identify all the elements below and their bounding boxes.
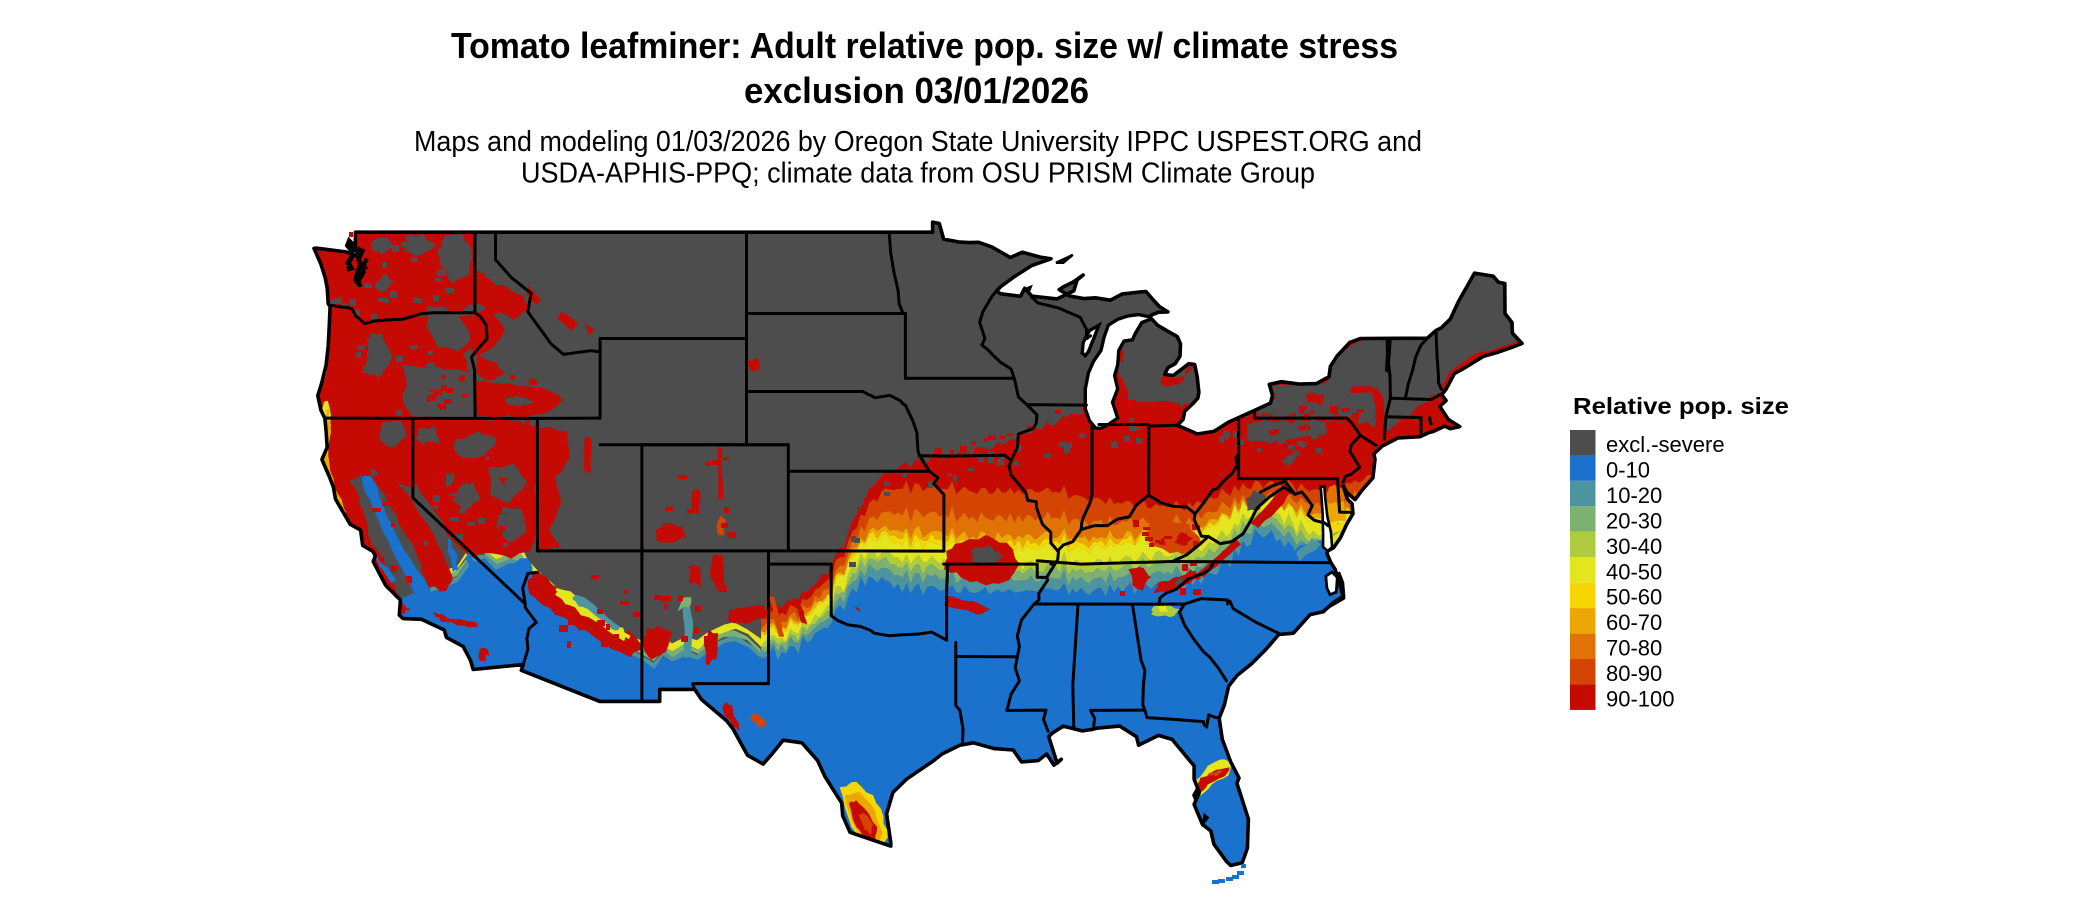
svg-text:60-70: 60-70: [1606, 610, 1662, 635]
svg-text:Relative pop. size: Relative pop. size: [1573, 393, 1789, 419]
svg-text:30-40: 30-40: [1606, 534, 1662, 559]
svg-text:excl.-severe: excl.-severe: [1606, 432, 1725, 457]
svg-text:80-90: 80-90: [1606, 661, 1662, 686]
svg-text:70-80: 70-80: [1606, 636, 1662, 661]
svg-text:USDA-APHIS-PPQ; climate data f: USDA-APHIS-PPQ; climate data from OSU PR…: [521, 158, 1315, 190]
svg-text:90-100: 90-100: [1606, 687, 1675, 712]
svg-text:Tomato leafminer: Adult relati: Tomato leafminer: Adult relative pop. si…: [451, 25, 1398, 66]
svg-text:20-30: 20-30: [1606, 508, 1662, 533]
svg-text:50-60: 50-60: [1606, 585, 1662, 610]
svg-text:Maps and modeling 01/03/2026 b: Maps and modeling 01/03/2026 by Oregon S…: [414, 126, 1422, 158]
svg-text:10-20: 10-20: [1606, 483, 1662, 508]
svg-text:exclusion 03/01/2026: exclusion 03/01/2026: [744, 70, 1089, 111]
svg-text:40-50: 40-50: [1606, 559, 1662, 584]
svg-text:0-10: 0-10: [1606, 458, 1650, 483]
